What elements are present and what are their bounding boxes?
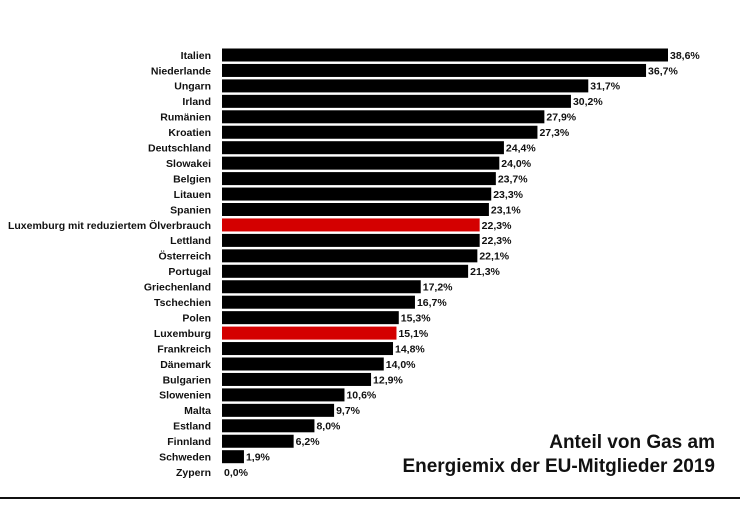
category-label-23: Malta bbox=[184, 405, 211, 417]
value-label-9: 23,3% bbox=[493, 189, 523, 201]
category-label-2: Ungarn bbox=[174, 81, 211, 93]
category-label-21: Bulgarien bbox=[163, 374, 211, 386]
value-label-18: 15,1% bbox=[398, 328, 428, 340]
category-label-9: Litauen bbox=[174, 189, 211, 201]
category-label-12: Lettland bbox=[170, 235, 211, 247]
category-label-14: Portugal bbox=[168, 266, 211, 278]
category-label-18: Luxemburg bbox=[154, 328, 211, 340]
value-label-23: 9,7% bbox=[336, 405, 361, 417]
category-label-6: Deutschland bbox=[148, 143, 211, 155]
bar-15 bbox=[222, 280, 421, 294]
value-label-15: 17,2% bbox=[423, 282, 453, 294]
bar-19 bbox=[222, 342, 394, 356]
bar-2 bbox=[222, 79, 589, 93]
category-label-3: Irland bbox=[182, 96, 211, 108]
bar-18 bbox=[222, 326, 397, 340]
bar-0 bbox=[222, 48, 668, 62]
bar-1 bbox=[222, 63, 647, 77]
category-label-1: Niederlande bbox=[151, 65, 211, 77]
value-label-17: 15,3% bbox=[401, 312, 431, 324]
value-label-27: 0,0% bbox=[224, 467, 249, 479]
value-label-12: 22,3% bbox=[482, 235, 512, 247]
bar-14 bbox=[222, 264, 469, 278]
chart-title-line-1: Anteil von Gas am bbox=[549, 432, 715, 453]
bar-24 bbox=[222, 419, 315, 433]
chart-title-line-2: Energiemix der EU-Mitglieder 2019 bbox=[402, 456, 715, 477]
bar-20 bbox=[222, 357, 384, 371]
bar-7 bbox=[222, 156, 500, 170]
bottom-divider bbox=[0, 497, 740, 499]
value-label-13: 22,1% bbox=[479, 251, 509, 263]
category-label-8: Belgien bbox=[173, 173, 211, 185]
category-label-0: Italien bbox=[181, 50, 211, 62]
bar-4 bbox=[222, 110, 545, 124]
category-label-17: Polen bbox=[182, 312, 211, 324]
bars-layer bbox=[222, 48, 668, 464]
value-label-0: 38,6% bbox=[670, 50, 700, 62]
category-label-22: Slowenien bbox=[159, 390, 211, 402]
value-label-3: 30,2% bbox=[573, 96, 603, 108]
value-label-7: 24,0% bbox=[501, 158, 531, 170]
category-label-13: Österreich bbox=[158, 250, 211, 263]
category-label-24: Estland bbox=[173, 421, 211, 433]
value-label-26: 1,9% bbox=[246, 452, 271, 464]
value-label-4: 27,9% bbox=[546, 112, 576, 124]
category-label-25: Finnland bbox=[167, 436, 211, 448]
value-label-1: 36,7% bbox=[648, 65, 678, 77]
bar-12 bbox=[222, 233, 480, 247]
value-label-22: 10,6% bbox=[346, 390, 376, 402]
category-label-4: Rumänien bbox=[160, 112, 211, 124]
bar-3 bbox=[222, 94, 571, 108]
bar-26 bbox=[222, 450, 244, 464]
category-label-5: Kroatien bbox=[168, 127, 211, 139]
category-label-19: Frankreich bbox=[157, 343, 211, 355]
category-label-20: Dänemark bbox=[160, 359, 211, 371]
bar-11 bbox=[222, 218, 480, 232]
bar-9 bbox=[222, 187, 492, 201]
value-label-16: 16,7% bbox=[417, 297, 447, 309]
bar-22 bbox=[222, 388, 345, 402]
bar-17 bbox=[222, 311, 399, 325]
bar-6 bbox=[222, 141, 504, 155]
value-label-20: 14,0% bbox=[386, 359, 416, 371]
category-label-11: Luxemburg mit reduziertem Ölverbrauch bbox=[8, 219, 211, 232]
value-label-8: 23,7% bbox=[498, 173, 528, 185]
bar-21 bbox=[222, 372, 372, 386]
bar-23 bbox=[222, 403, 335, 417]
category-label-27: Zypern bbox=[176, 467, 211, 479]
value-label-21: 12,9% bbox=[373, 374, 403, 386]
value-label-14: 21,3% bbox=[470, 266, 500, 278]
bar-10 bbox=[222, 203, 489, 216]
bar-13 bbox=[222, 249, 478, 263]
value-label-24: 8,0% bbox=[316, 421, 341, 433]
category-label-10: Spanien bbox=[170, 204, 211, 216]
value-label-10: 23,1% bbox=[491, 204, 521, 216]
value-label-25: 6,2% bbox=[296, 436, 321, 448]
bar-25 bbox=[222, 434, 294, 448]
value-label-6: 24,4% bbox=[506, 143, 536, 155]
category-label-16: Tschechien bbox=[154, 297, 211, 309]
value-label-11: 22,3% bbox=[482, 220, 512, 232]
category-label-7: Slowakei bbox=[166, 158, 211, 170]
value-label-5: 27,3% bbox=[539, 127, 569, 139]
category-label-26: Schweden bbox=[159, 452, 211, 464]
value-label-19: 14,8% bbox=[395, 343, 425, 355]
value-label-2: 31,7% bbox=[590, 81, 620, 93]
labels-layer: Italien 38,6% Niederlande 36,7% Ungarn 31,7% I… bbox=[8, 50, 700, 479]
bar-5 bbox=[222, 125, 538, 139]
bar-8 bbox=[222, 172, 496, 186]
chart-title: Anteil von Gas am Energiemix der EU-Mitg… bbox=[402, 432, 715, 477]
bar-16 bbox=[222, 295, 415, 309]
category-label-15: Griechenland bbox=[144, 282, 211, 294]
